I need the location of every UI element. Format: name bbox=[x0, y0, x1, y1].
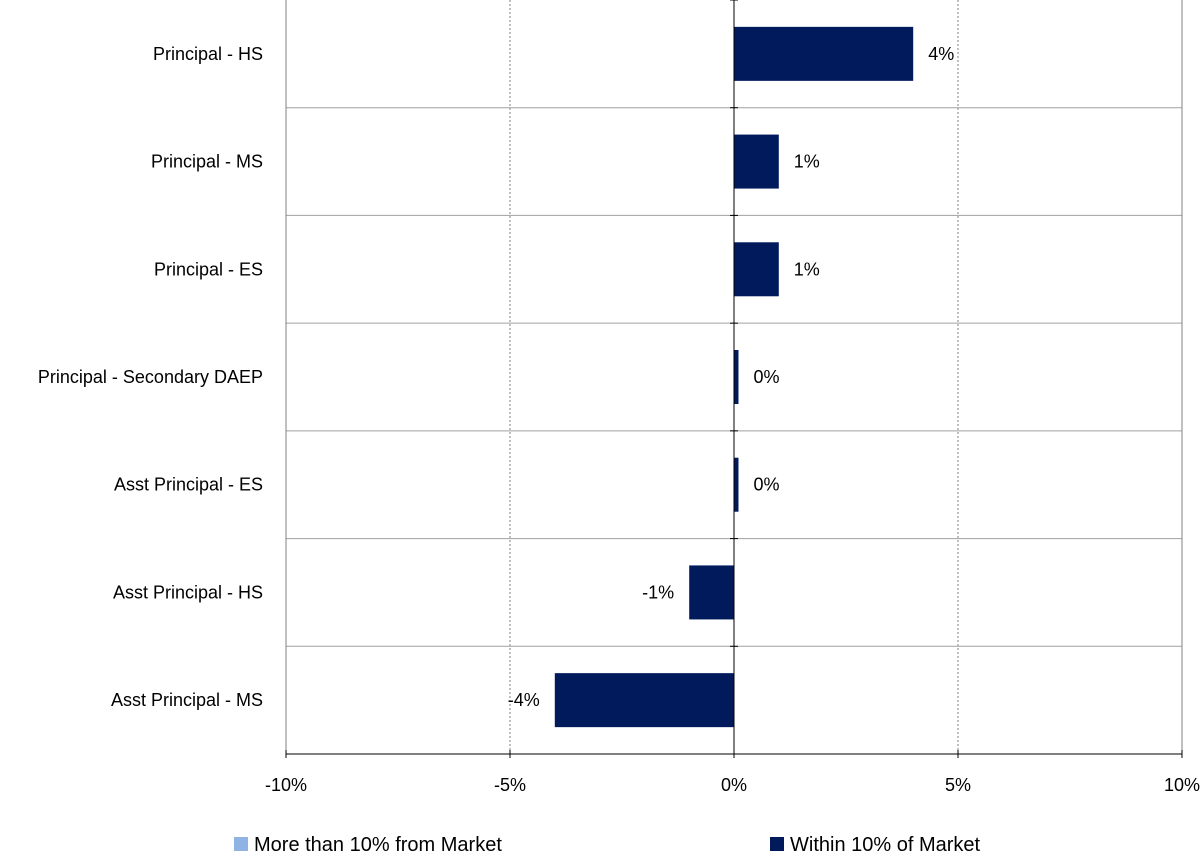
x-tick-label: 0% bbox=[721, 775, 747, 795]
category-label: Asst Principal - HS bbox=[113, 582, 263, 602]
data-label: 0% bbox=[753, 367, 779, 387]
x-tick-label: 10% bbox=[1164, 775, 1200, 795]
bar bbox=[734, 457, 739, 512]
axes bbox=[285, 0, 1183, 758]
bars bbox=[554, 26, 914, 728]
legend-swatch-more-than-10 bbox=[234, 837, 248, 851]
category-label: Asst Principal - MS bbox=[111, 690, 263, 710]
legend-label-within-10: Within 10% of Market bbox=[790, 834, 981, 856]
x-tick-label: -10% bbox=[265, 775, 307, 795]
category-label: Asst Principal - ES bbox=[114, 475, 263, 495]
bar bbox=[734, 242, 779, 297]
category-label: Principal - MS bbox=[151, 152, 263, 172]
legend-swatch-within-10 bbox=[770, 837, 784, 851]
bar bbox=[734, 26, 914, 81]
x-tick-label: 5% bbox=[945, 775, 971, 795]
bar bbox=[734, 350, 739, 404]
bar bbox=[554, 673, 734, 728]
data-label: 1% bbox=[794, 259, 820, 279]
data-label: -4% bbox=[508, 690, 540, 710]
data-label: -1% bbox=[642, 582, 674, 602]
labels: 4% Principal - HS 1% Principal - MS 1% Princi… bbox=[38, 44, 1200, 795]
category-label: Principal - Secondary DAEP bbox=[38, 367, 263, 387]
data-label: 4% bbox=[928, 44, 954, 64]
bar bbox=[689, 565, 734, 620]
data-label: 0% bbox=[753, 475, 779, 495]
legend: More than 10% from Market Within 10% of … bbox=[234, 834, 981, 856]
x-tick-label: -5% bbox=[494, 775, 526, 795]
category-label: Principal - ES bbox=[154, 259, 263, 279]
legend-label-more-than-10: More than 10% from Market bbox=[254, 834, 502, 856]
data-label: 1% bbox=[794, 152, 820, 172]
category-label: Principal - HS bbox=[153, 44, 263, 64]
bar bbox=[734, 134, 779, 189]
